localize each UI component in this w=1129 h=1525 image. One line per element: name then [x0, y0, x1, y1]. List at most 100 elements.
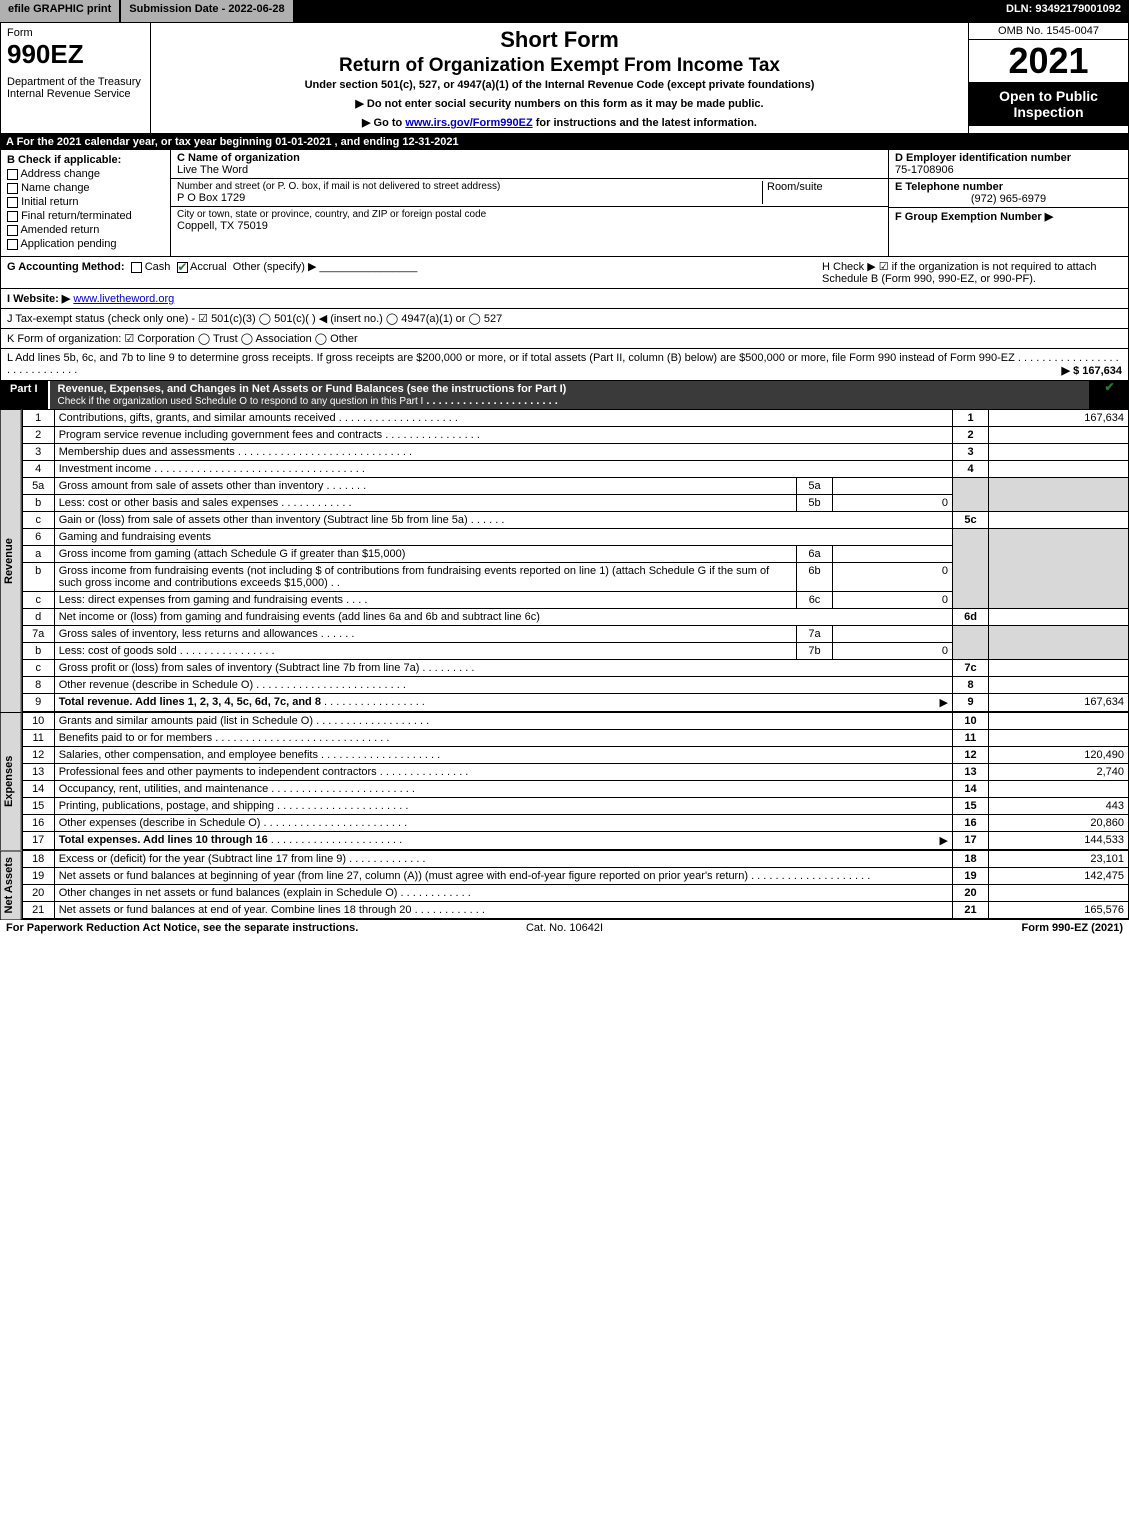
l9-text: Total revenue. Add lines 1, 2, 3, 4, 5c,… [59, 696, 321, 708]
col-b: B Check if applicable: Address change Na… [1, 150, 171, 256]
col-d: D Employer identification number 75-1708… [888, 150, 1128, 256]
l14-text: Occupancy, rent, utilities, and maintena… [59, 783, 269, 795]
check-schedule-o[interactable] [1104, 382, 1115, 393]
opt-amended: Amended return [20, 224, 99, 236]
l7b-text: Less: cost of goods sold [59, 645, 177, 657]
l2-val [989, 427, 1129, 444]
netassets-table: 18Excess or (deficit) for the year (Subt… [22, 850, 1129, 919]
line-5a: 5aGross amount from sale of assets other… [22, 478, 1128, 495]
revenue-block: Revenue 1Contributions, gifts, grants, a… [0, 409, 1129, 712]
part-i-titletext: Revenue, Expenses, and Changes in Net As… [58, 383, 567, 395]
org-street: P O Box 1729 [177, 192, 762, 204]
part-i-endcheck [1089, 381, 1129, 409]
line-6d: dNet income or (loss) from gaming and fu… [22, 609, 1128, 626]
org-name: Live The Word [177, 164, 882, 176]
check-final-return[interactable]: Final return/terminated [7, 210, 164, 222]
c-name-row: C Name of organization Live The Word [171, 150, 888, 179]
netassets-block: Net Assets 18Excess or (deficit) for the… [0, 850, 1129, 919]
l19-text: Net assets or fund balances at beginning… [59, 870, 748, 882]
l11-val [989, 730, 1129, 747]
header-right: OMB No. 1545-0047 2021 Open to Public In… [968, 23, 1128, 133]
l17-arrow: ▶ [940, 834, 948, 847]
check-address-change[interactable]: Address change [7, 168, 164, 180]
l6a-sv [833, 546, 953, 563]
line-11: 11Benefits paid to or for members . . . … [22, 730, 1128, 747]
irs-link[interactable]: www.irs.gov/Form990EZ [405, 117, 532, 129]
row-j: J Tax-exempt status (check only one) - ☑… [0, 309, 1129, 329]
b-label: B Check if applicable: [7, 154, 164, 166]
check-application-pending[interactable]: Application pending [7, 238, 164, 250]
l7a-text: Gross sales of inventory, less returns a… [59, 628, 318, 640]
check-cash[interactable] [131, 262, 142, 273]
l1-val: 167,634 [989, 410, 1129, 427]
l17-val: 144,533 [989, 832, 1129, 850]
line-17: 17Total expenses. Add lines 10 through 1… [22, 832, 1128, 850]
line-2: 2Program service revenue including gover… [22, 427, 1128, 444]
c-city-row: City or town, state or province, country… [171, 207, 888, 234]
line-19: 19Net assets or fund balances at beginni… [22, 868, 1128, 885]
l7c-val [989, 660, 1129, 677]
i-label: I Website: ▶ [7, 293, 70, 305]
vtab-netassets: Net Assets [0, 850, 22, 919]
tax-year: 2021 [969, 40, 1128, 82]
l20-val [989, 885, 1129, 902]
l5a-sv [833, 478, 953, 495]
l10-text: Grants and similar amounts paid (list in… [59, 715, 313, 727]
row-gh: G Accounting Method: Cash Accrual Other … [0, 257, 1129, 289]
footer-cat: Cat. No. 10642I [378, 922, 750, 934]
line-20: 20Other changes in net assets or fund ba… [22, 885, 1128, 902]
l9-arrow: ▶ [940, 696, 948, 709]
revenue-table: 1Contributions, gifts, grants, and simil… [22, 409, 1129, 712]
l10-val [989, 713, 1129, 730]
l8-val [989, 677, 1129, 694]
l5c-val [989, 512, 1129, 529]
efile-print-button[interactable]: efile GRAPHIC print [0, 0, 121, 22]
check-initial-return[interactable]: Initial return [7, 196, 164, 208]
c-city-label: City or town, state or province, country… [177, 209, 882, 220]
opt-name: Name change [21, 182, 90, 194]
line-12: 12Salaries, other compensation, and empl… [22, 747, 1128, 764]
row-k: K Form of organization: ☑ Corporation ◯ … [0, 329, 1129, 349]
k-form-org: K Form of organization: ☑ Corporation ◯ … [7, 332, 1122, 345]
line-18: 18Excess or (deficit) for the year (Subt… [22, 851, 1128, 868]
tel-label: E Telephone number [895, 181, 1122, 193]
l6c-text: Less: direct expenses from gaming and fu… [59, 594, 343, 606]
main-title: Return of Organization Exempt From Incom… [157, 55, 962, 77]
line-21: 21Net assets or fund balances at end of … [22, 902, 1128, 919]
part-i-title: Revenue, Expenses, and Changes in Net As… [50, 381, 1089, 409]
col-c: C Name of organization Live The Word Num… [171, 150, 888, 256]
l13-text: Professional fees and other payments to … [59, 766, 377, 778]
check-accrual[interactable] [177, 262, 188, 273]
vtab-expenses: Expenses [0, 712, 22, 850]
line-7c: cGross profit or (loss) from sales of in… [22, 660, 1128, 677]
l-amount: ▶ $ 167,634 [1062, 364, 1122, 377]
g-accrual: Accrual [190, 261, 227, 273]
line-7a: 7aGross sales of inventory, less returns… [22, 626, 1128, 643]
l5c-text: Gain or (loss) from sale of assets other… [59, 514, 468, 526]
check-amended-return[interactable]: Amended return [7, 224, 164, 236]
l12-text: Salaries, other compensation, and employ… [59, 749, 318, 761]
c-name-label: C Name of organization [177, 152, 882, 164]
line-9: 9Total revenue. Add lines 1, 2, 3, 4, 5c… [22, 694, 1128, 712]
website-link[interactable]: www.livetheword.org [73, 293, 174, 305]
under-section: Under section 501(c), 527, or 4947(a)(1)… [157, 79, 962, 91]
d-ein: D Employer identification number 75-1708… [889, 150, 1128, 179]
l18-val: 23,101 [989, 851, 1129, 868]
l6b-sv: 0 [833, 563, 953, 592]
l-text: L Add lines 5b, 6c, and 7b to line 9 to … [7, 352, 1122, 377]
l21-text: Net assets or fund balances at end of ye… [59, 904, 412, 916]
l20-text: Other changes in net assets or fund bala… [59, 887, 398, 899]
open-to-public: Open to Public Inspection [969, 82, 1128, 126]
submission-date: Submission Date - 2022-06-28 [121, 0, 292, 22]
note-link: ▶ Go to www.irs.gov/Form990EZ for instru… [157, 116, 962, 129]
l9-val: 167,634 [989, 694, 1129, 712]
l3-val [989, 444, 1129, 461]
l1-text: Contributions, gifts, grants, and simila… [59, 412, 336, 424]
row-l: L Add lines 5b, 6c, and 7b to line 9 to … [0, 349, 1129, 381]
part-i-sub: Check if the organization used Schedule … [58, 396, 424, 407]
check-name-change[interactable]: Name change [7, 182, 164, 194]
l19-val: 142,475 [989, 868, 1129, 885]
line-14: 14Occupancy, rent, utilities, and mainte… [22, 781, 1128, 798]
l12-val: 120,490 [989, 747, 1129, 764]
short-form-title: Short Form [157, 27, 962, 53]
